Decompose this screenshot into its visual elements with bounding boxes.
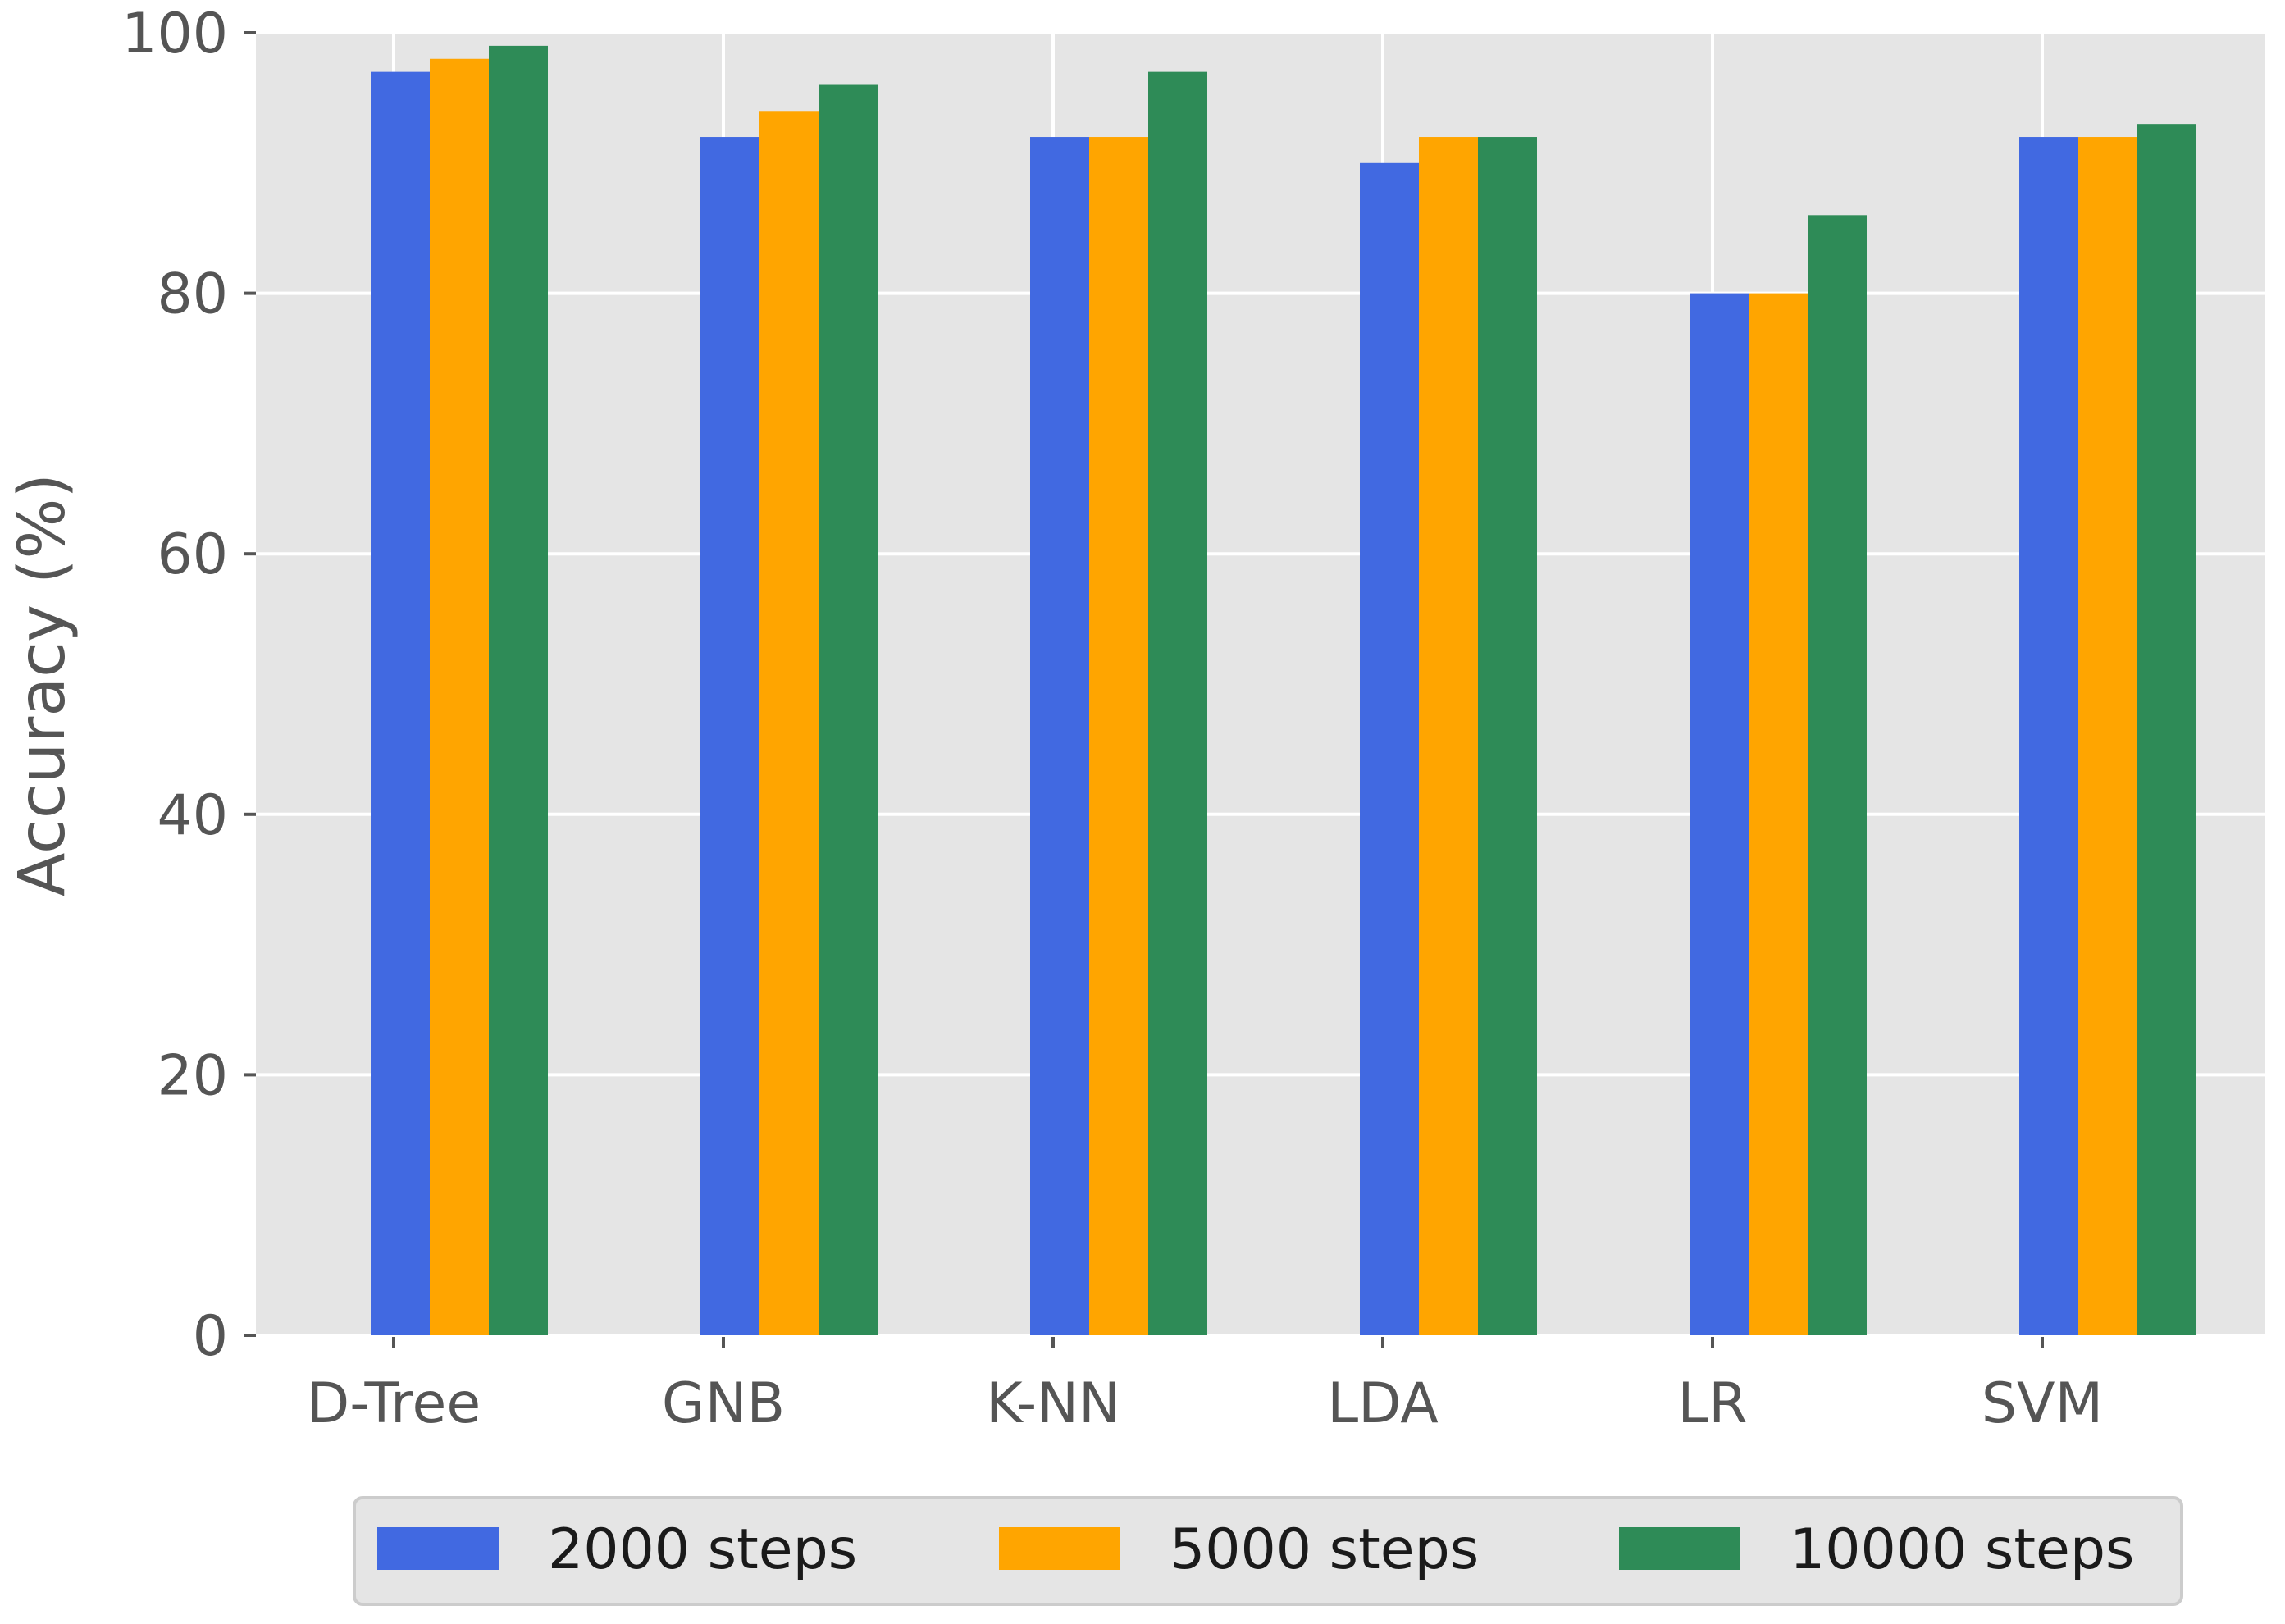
legend-swatch	[1619, 1527, 1740, 1570]
bar-10000-steps-svm	[2137, 124, 2196, 1335]
x-tick-label: K-NN	[986, 1371, 1120, 1436]
bar-5000-steps-d-tree	[430, 58, 489, 1335]
legend-label: 10000 steps	[1790, 1517, 2134, 1582]
y-tick-label: 100	[121, 2, 228, 66]
x-tick-label: D-Tree	[307, 1371, 481, 1436]
y-tick-label: 40	[157, 783, 228, 848]
bar-5000-steps-lda	[1419, 137, 1478, 1335]
y-axis: 0 20 40 60 80 100	[121, 2, 256, 1369]
legend-box	[353, 1496, 2183, 1606]
plot-background	[256, 33, 2265, 1337]
y-tick-label: 60	[157, 522, 228, 587]
legend: 2000 steps 5000 steps 10000 steps	[353, 1496, 2183, 1606]
y-axis-label: Accuracy (%)	[6, 473, 80, 896]
bar-10000-steps-lda	[1478, 137, 1537, 1335]
legend-label: 2000 steps	[548, 1517, 857, 1582]
bar-10000-steps-d-tree	[489, 45, 548, 1335]
bar-10000-steps-k-nn	[1148, 71, 1207, 1335]
y-tick-label: 0	[193, 1304, 228, 1369]
bar-2000-steps-lr	[1690, 293, 1749, 1336]
bar-2000-steps-gnb	[700, 137, 759, 1335]
x-tick-label: SVM	[1982, 1371, 2103, 1436]
x-tick-label: LR	[1677, 1371, 1747, 1436]
bar-2000-steps-lda	[1360, 162, 1419, 1335]
legend-label: 5000 steps	[1170, 1517, 1479, 1582]
bar-2000-steps-svm	[2019, 137, 2078, 1335]
x-axis: D-Tree GNB K-NN LDA LR SVM	[307, 1337, 2103, 1436]
bars	[371, 45, 2196, 1336]
bar-5000-steps-svm	[2078, 137, 2137, 1335]
bar-2000-steps-k-nn	[1030, 137, 1089, 1335]
bar-5000-steps-lr	[1749, 293, 1808, 1336]
x-tick-label: LDA	[1327, 1371, 1439, 1436]
bar-10000-steps-lr	[1808, 215, 1867, 1335]
y-tick-label: 20	[157, 1043, 228, 1108]
bar-10000-steps-gnb	[819, 84, 878, 1335]
y-tick-label: 80	[157, 262, 228, 327]
bar-2000-steps-d-tree	[371, 71, 430, 1335]
bar-5000-steps-k-nn	[1089, 137, 1148, 1335]
bar-5000-steps-gnb	[759, 111, 819, 1335]
legend-swatch	[377, 1527, 499, 1570]
x-tick-label: GNB	[662, 1371, 785, 1436]
legend-swatch	[999, 1527, 1120, 1570]
